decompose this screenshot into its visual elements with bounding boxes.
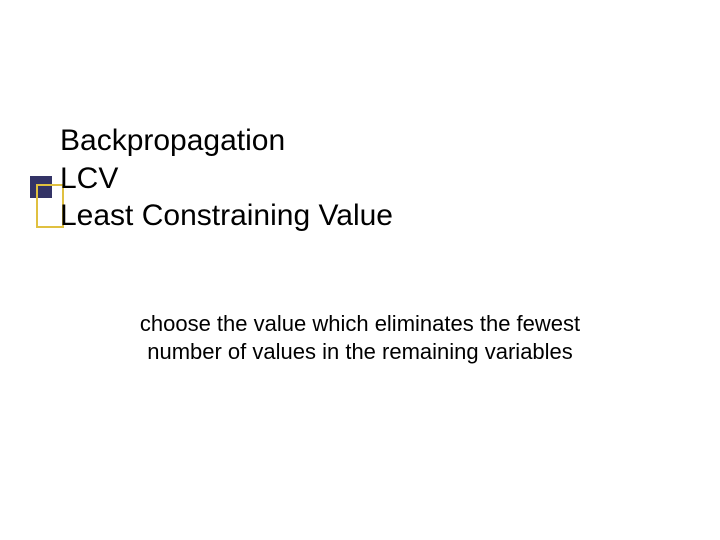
title-line-2: LCV <box>60 160 393 198</box>
title-line-3: Least Constraining Value <box>60 197 393 235</box>
body-text: choose the value which eliminates the fe… <box>120 310 600 365</box>
title-line-1: Backpropagation <box>60 122 393 160</box>
title-accent <box>30 176 64 236</box>
title-block: Backpropagation LCV Least Constraining V… <box>60 122 393 235</box>
slide: Backpropagation LCV Least Constraining V… <box>0 0 720 540</box>
